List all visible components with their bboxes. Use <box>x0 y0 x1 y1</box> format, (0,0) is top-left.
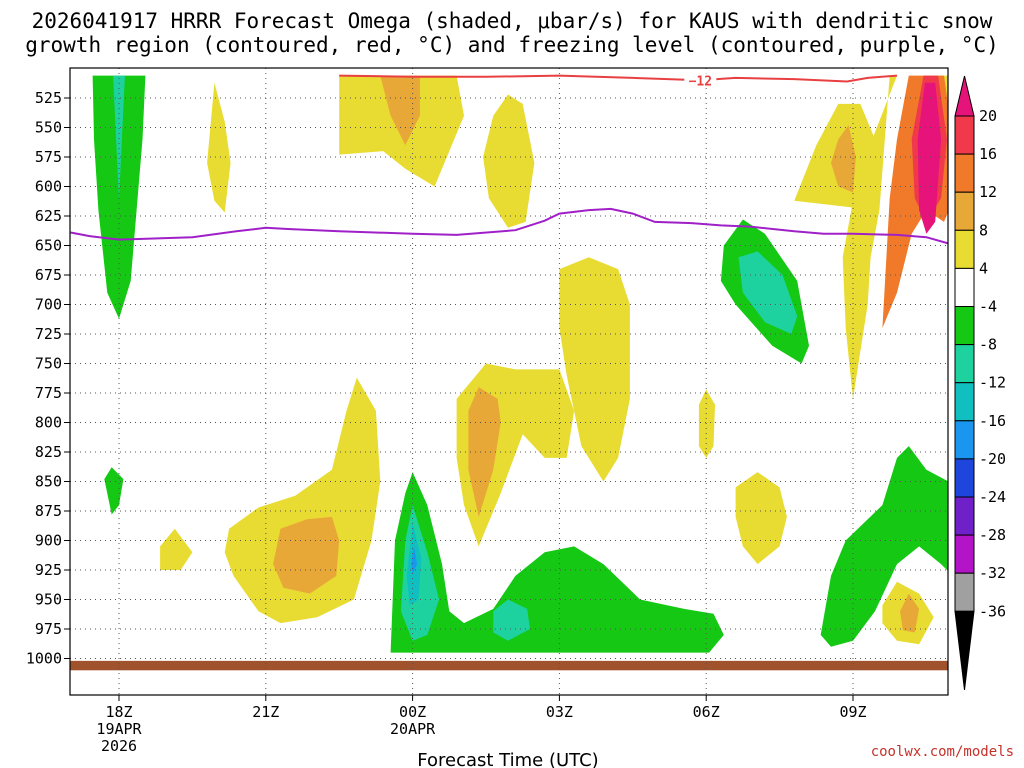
y-tick-label-950: 950 <box>35 591 62 609</box>
omega-region-yellow-blob-0745 <box>735 472 787 565</box>
omega-region-teal-blob-0730 <box>738 251 798 334</box>
omega-region-orange-right-0800 <box>831 125 856 193</box>
colorbar-label--32: -32 <box>979 564 1006 582</box>
colorbar-label--36: -36 <box>979 602 1006 620</box>
colorbar-bin-16-to-20 <box>954 115 975 155</box>
x-tick-label-09Z-0: 09Z <box>839 703 866 721</box>
y-tick-label-825: 825 <box>35 443 62 461</box>
omega-region-blue-core-0000 <box>411 546 417 574</box>
colorbar-bin--24-to--20 <box>954 458 975 498</box>
colorbar-bin--20-to--16 <box>954 420 975 460</box>
omega-region-orange-blob-2200 <box>273 516 340 594</box>
omega-region-yellow-band-1000 <box>842 75 948 399</box>
colorbar-label--12: -12 <box>979 374 1006 392</box>
omega-region-green-blob-0000 <box>390 472 724 653</box>
x-tick-label-18Z-1: 19APR <box>96 720 142 738</box>
x-tick-label-18Z-2: 2026 <box>101 737 137 755</box>
colorbar-label--20: -20 <box>979 450 1006 468</box>
y-tick-label-850: 850 <box>35 473 62 491</box>
colorbar-bottom-arrow <box>954 610 975 691</box>
colorbar-label--4: -4 <box>979 298 997 316</box>
x-axis-label: Forecast Time (UTC) <box>417 750 598 768</box>
chart-title-line-1: 2026041917 HRRR Forecast Omega (shaded, … <box>31 9 993 33</box>
omega-region-yellow-blob-0200 <box>483 94 535 228</box>
y-tick-label-750: 750 <box>35 355 62 373</box>
contour-lines: −12 <box>70 73 948 245</box>
axes: 525 550 575 600 625 650 675 700 725 750 775 800 825 8… <box>26 67 949 755</box>
colorbar-bin--16-to--12 <box>954 382 975 422</box>
site-credit: coolwx.com/models <box>870 744 1014 760</box>
colorbar-label--8: -8 <box>979 336 997 354</box>
freezing-level-contour <box>70 207 948 245</box>
colorbar-label-20: 20 <box>979 107 997 125</box>
colorbar-bin--36-to--32 <box>954 572 975 612</box>
colorbar-bin-4-to-8 <box>954 229 975 269</box>
colorbar-label--28: -28 <box>979 526 1006 544</box>
colorbar-label-12: 12 <box>979 183 997 201</box>
y-tick-label-525: 525 <box>35 89 62 107</box>
colorbar-label--16: -16 <box>979 412 1006 430</box>
x-tick-label-06Z-0: 06Z <box>693 703 720 721</box>
omega-region-yellow-spike-1930 <box>207 82 231 213</box>
omega-region-orange-blob-0100 <box>468 387 501 517</box>
dgz-contour-label-bg <box>684 73 717 88</box>
y-tick-label-650: 650 <box>35 237 62 255</box>
y-tick-label-1000: 1000 <box>26 650 62 668</box>
colorbar-bin-12-to-16 <box>954 153 975 193</box>
colorbar-label-8: 8 <box>979 221 988 239</box>
colorbar-label--24: -24 <box>979 488 1006 506</box>
chart-title-line-2: growth region (contoured, red, °C) and f… <box>25 33 999 57</box>
x-tick-label-03Z-0: 03Z <box>546 703 573 721</box>
dgz-contour-label: −12 <box>689 74 712 89</box>
colorbar: 20 16 12 8 4 -4 -8 -12 -16 -20 -24 -28 -32 -36 <box>954 75 1006 691</box>
colorbar-top-arrow <box>954 75 975 117</box>
x-tick-label-18Z-0: 18Z <box>105 703 132 721</box>
y-tick-label-875: 875 <box>35 502 62 520</box>
y-tick-label-600: 600 <box>35 178 62 196</box>
colorbar-bin--4-to-4 <box>954 267 975 307</box>
omega-region-green-dot-1830 <box>104 467 124 515</box>
plot-frame <box>69 67 949 696</box>
x-tick-label-21Z-0: 21Z <box>252 703 279 721</box>
y-tick-label-775: 775 <box>35 384 62 402</box>
y-tick-label-925: 925 <box>35 561 62 579</box>
ground-layer <box>70 660 948 671</box>
colorbar-bin-8-to-12 <box>954 191 975 231</box>
y-tick-label-700: 700 <box>35 296 62 314</box>
y-tick-label-800: 800 <box>35 414 62 432</box>
colorbar-label-16: 16 <box>979 145 997 163</box>
colorbar-label-4: 4 <box>979 259 988 277</box>
colorbar-bin--12-to--8 <box>954 344 975 384</box>
colorbar-bin--8-to--4 <box>954 306 975 346</box>
y-tick-label-675: 675 <box>35 266 62 284</box>
omega-region-orange-blob-1020 <box>900 593 920 633</box>
y-tick-label-625: 625 <box>35 207 62 225</box>
y-tick-label-900: 900 <box>35 532 62 550</box>
colorbar-bin--32-to--28 <box>954 534 975 574</box>
omega-region-yellow-blob-1930 <box>160 528 193 570</box>
y-tick-label-975: 975 <box>35 620 62 638</box>
x-tick-label-00Z-0: 00Z <box>399 703 426 721</box>
y-tick-label-550: 550 <box>35 119 62 137</box>
omega-shading-layer <box>92 75 948 653</box>
omega-region-magenta-core-1000 <box>917 82 942 234</box>
omega-region-yellow-blob-2200 <box>224 377 381 624</box>
x-tick-label-00Z-1: 20APR <box>390 720 436 738</box>
omega-region-teal-blob-0145 <box>493 599 530 641</box>
y-tick-label-725: 725 <box>35 325 62 343</box>
ground-surface-band <box>70 660 948 671</box>
colorbar-bin--28-to--24 <box>954 496 975 536</box>
omega-region-yellow-blob-0600 <box>698 389 715 458</box>
omega-region-green-blob-1030 <box>820 446 948 647</box>
omega-region-yellow-tall-0400 <box>559 257 630 482</box>
y-tick-label-575: 575 <box>35 148 62 166</box>
